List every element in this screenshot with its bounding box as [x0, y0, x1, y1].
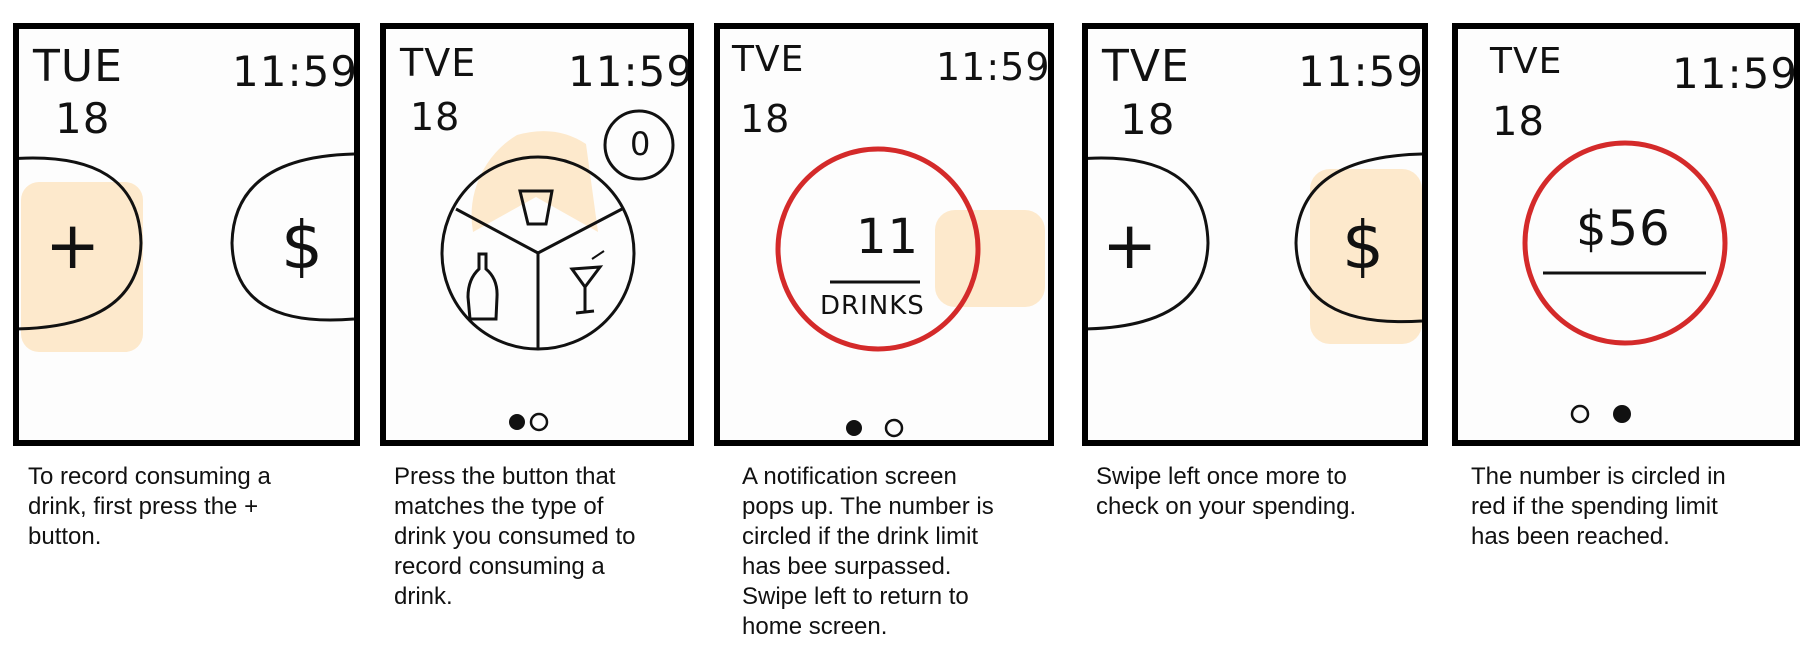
storyboard-panel-2: TVE 18 11:59 0 — [380, 23, 694, 446]
time-label: 11:59 — [568, 47, 694, 96]
panel-1-drawing — [19, 152, 354, 352]
storyboard-panel-3: TVE 18 11:59 11 DRINKS — [714, 23, 1054, 446]
wheel-divider — [455, 207, 539, 255]
wheel-divider — [537, 207, 623, 255]
time-label: 11:59 — [1298, 47, 1425, 96]
limit-alert-circle — [1522, 140, 1728, 346]
drink-counter-circle — [603, 109, 675, 181]
plus-icon: + — [1102, 207, 1159, 284]
swipe-highlight — [935, 210, 1045, 307]
cocktail-icon[interactable] — [569, 250, 605, 315]
day-label: TVE — [732, 39, 805, 80]
date-label: 18 — [1120, 95, 1176, 144]
time-label: 11:59 — [936, 45, 1051, 89]
panel-4-drawing — [1088, 152, 1422, 344]
caption-2: Press the button that matches the type o… — [394, 463, 636, 610]
page-dot-active — [509, 414, 525, 430]
drink-counter: 0 — [630, 125, 652, 163]
panel-2-drawing — [440, 109, 675, 432]
dollar-button[interactable] — [230, 152, 354, 322]
date-label: 18 — [410, 95, 461, 139]
day-label: TVE — [1102, 41, 1190, 92]
tap-highlight — [21, 182, 143, 352]
date-label: 18 — [55, 94, 111, 143]
plus-button[interactable] — [1088, 156, 1210, 331]
time-label: 11:59 — [232, 47, 359, 96]
day-label: TVE — [1490, 41, 1563, 82]
bottle-icon[interactable] — [466, 252, 499, 321]
page-dot-active — [1613, 405, 1631, 423]
caption-1: To record consuming a drink, first press… — [28, 463, 271, 550]
date-label: 18 — [1492, 99, 1545, 145]
page-dot — [529, 412, 549, 432]
storyboard-panel-5: TVE 18 11:59 $56 — [1452, 23, 1800, 446]
tap-highlight — [1310, 169, 1422, 344]
panel-5-drawing — [1522, 140, 1728, 424]
dollar-icon: $ — [281, 207, 324, 284]
caption-5: The number is circled in red if the spen… — [1471, 463, 1726, 550]
caption-4: Swipe left once more to check on your sp… — [1096, 463, 1357, 520]
page-dot — [884, 418, 904, 438]
limit-alert-circle — [775, 146, 981, 352]
plus-icon: + — [45, 207, 102, 284]
drink-count: 11 — [856, 209, 920, 265]
date-label: 18 — [740, 97, 791, 141]
day-label: TUE — [33, 41, 123, 92]
plus-button[interactable] — [19, 156, 143, 331]
storyboard-panel-4: TVE 18 11:59 + $ — [1082, 23, 1428, 446]
time-label: 11:59 — [1672, 49, 1799, 98]
drink-count-label: DRINKS — [820, 291, 925, 321]
spending-amount: $56 — [1576, 201, 1671, 257]
tap-highlight — [471, 131, 598, 232]
cup-icon[interactable] — [518, 189, 554, 226]
dollar-icon: $ — [1342, 207, 1385, 284]
day-label: TVE — [400, 41, 477, 85]
dollar-button[interactable] — [1294, 152, 1422, 324]
panel-3-drawing — [775, 146, 1045, 438]
caption-3: A notification screen pops up. The numbe… — [742, 463, 994, 640]
page-dot — [1570, 404, 1590, 424]
storyboard-panel-1: TUE 18 11:59 + $ — [13, 23, 360, 446]
page-dot-active — [846, 420, 862, 436]
